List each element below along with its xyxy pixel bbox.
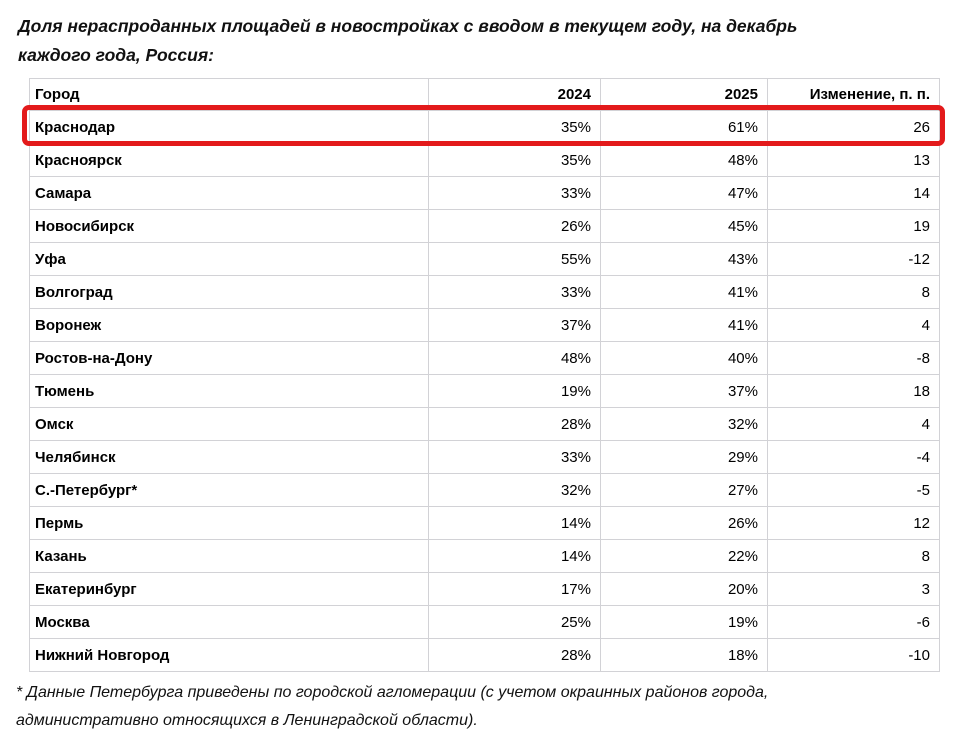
city-cell: Москва [29,605,429,639]
value-cell: 32% [428,473,601,507]
value-cell: 33% [428,440,601,474]
value-cell: 25% [428,605,601,639]
unsold-share-table: Город 2024 2025 Изменение, п. п. Краснод… [29,78,940,672]
city-cell: Ростов-на-Дону [29,341,429,375]
table-row: Уфа 55% 43% -12 [29,242,940,276]
value-cell: 61% [600,110,768,144]
table-row: Екатеринбург 17% 20% 3 [29,572,940,606]
value-cell: 33% [428,176,601,210]
column-header-2024: 2024 [428,78,601,111]
table-row: Пермь 14% 26% 12 [29,506,940,540]
value-cell: 18% [600,638,768,672]
column-header-city: Город [29,78,429,111]
value-cell: 14% [428,539,601,573]
value-cell: 40% [600,341,768,375]
table-row: Воронеж 37% 41% 4 [29,308,940,342]
value-cell: -10 [767,638,940,672]
table-row: Ростов-на-Дону 48% 40% -8 [29,341,940,375]
city-cell: С.-Петербург* [29,473,429,507]
table-row: Омск 28% 32% 4 [29,407,940,441]
table-row: Челябинск 33% 29% -4 [29,440,940,474]
value-cell: 55% [428,242,601,276]
table-row: Москва 25% 19% -6 [29,605,940,639]
value-cell: 13 [767,143,940,177]
table-row: Новосибирск 26% 45% 19 [29,209,940,243]
table-row-highlighted: Краснодар 35% 61% 26 [29,110,940,144]
city-cell: Тюмень [29,374,429,408]
value-cell: 28% [428,407,601,441]
value-cell: -5 [767,473,940,507]
value-cell: 45% [600,209,768,243]
city-cell: Волгоград [29,275,429,309]
value-cell: 14% [428,506,601,540]
value-cell: 8 [767,539,940,573]
city-cell: Уфа [29,242,429,276]
city-cell: Казань [29,539,429,573]
value-cell: 19% [600,605,768,639]
value-cell: 33% [428,275,601,309]
value-cell: -4 [767,440,940,474]
value-cell: 12 [767,506,940,540]
value-cell: 41% [600,275,768,309]
value-cell: 4 [767,308,940,342]
table-row: С.-Петербург* 32% 27% -5 [29,473,940,507]
column-header-change: Изменение, п. п. [767,78,940,111]
table-body: Краснодар 35% 61% 26 Красноярск 35% 48% 13 Самар… [29,110,940,672]
value-cell: 35% [428,110,601,144]
city-cell: Нижний Новгород [29,638,429,672]
value-cell: 22% [600,539,768,573]
city-cell: Красноярск [29,143,429,177]
value-cell: 4 [767,407,940,441]
value-cell: 18 [767,374,940,408]
value-cell: 48% [428,341,601,375]
value-cell: 32% [600,407,768,441]
value-cell: 19 [767,209,940,243]
city-cell: Челябинск [29,440,429,474]
city-cell: Пермь [29,506,429,540]
value-cell: -8 [767,341,940,375]
table-row: Самара 33% 47% 14 [29,176,940,210]
value-cell: -6 [767,605,940,639]
footnote: * Данные Петербурга приведены по городск… [16,684,769,729]
table-row: Красноярск 35% 48% 13 [29,143,940,177]
table-row: Казань 14% 22% 8 [29,539,940,573]
value-cell: 35% [428,143,601,177]
city-cell: Омск [29,407,429,441]
value-cell: 48% [600,143,768,177]
value-cell: 14 [767,176,940,210]
value-cell: 37% [428,308,601,342]
header-row: Город 2024 2025 Изменение, п. п. [29,78,940,111]
value-cell: 29% [600,440,768,474]
table-row: Тюмень 19% 37% 18 [29,374,940,408]
value-cell: 17% [428,572,601,606]
value-cell: 37% [600,374,768,408]
value-cell: 3 [767,572,940,606]
value-cell: 26% [428,209,601,243]
city-cell: Воронеж [29,308,429,342]
city-cell: Екатеринбург [29,572,429,606]
table-row: Волгоград 33% 41% 8 [29,275,940,309]
value-cell: 43% [600,242,768,276]
value-cell: 47% [600,176,768,210]
city-cell: Самара [29,176,429,210]
value-cell: 19% [428,374,601,408]
table-row: Нижний Новгород 28% 18% -10 [29,638,940,672]
value-cell: 41% [600,308,768,342]
page-title: Доля нераспроданных площадей в новострой… [18,16,798,65]
column-header-2025: 2025 [600,78,768,111]
city-cell: Новосибирск [29,209,429,243]
value-cell: 20% [600,572,768,606]
value-cell: -12 [767,242,940,276]
value-cell: 28% [428,638,601,672]
value-cell: 26 [767,110,940,144]
city-cell: Краснодар [29,110,429,144]
value-cell: 26% [600,506,768,540]
table-header: Город 2024 2025 Изменение, п. п. [29,78,940,111]
value-cell: 27% [600,473,768,507]
value-cell: 8 [767,275,940,309]
